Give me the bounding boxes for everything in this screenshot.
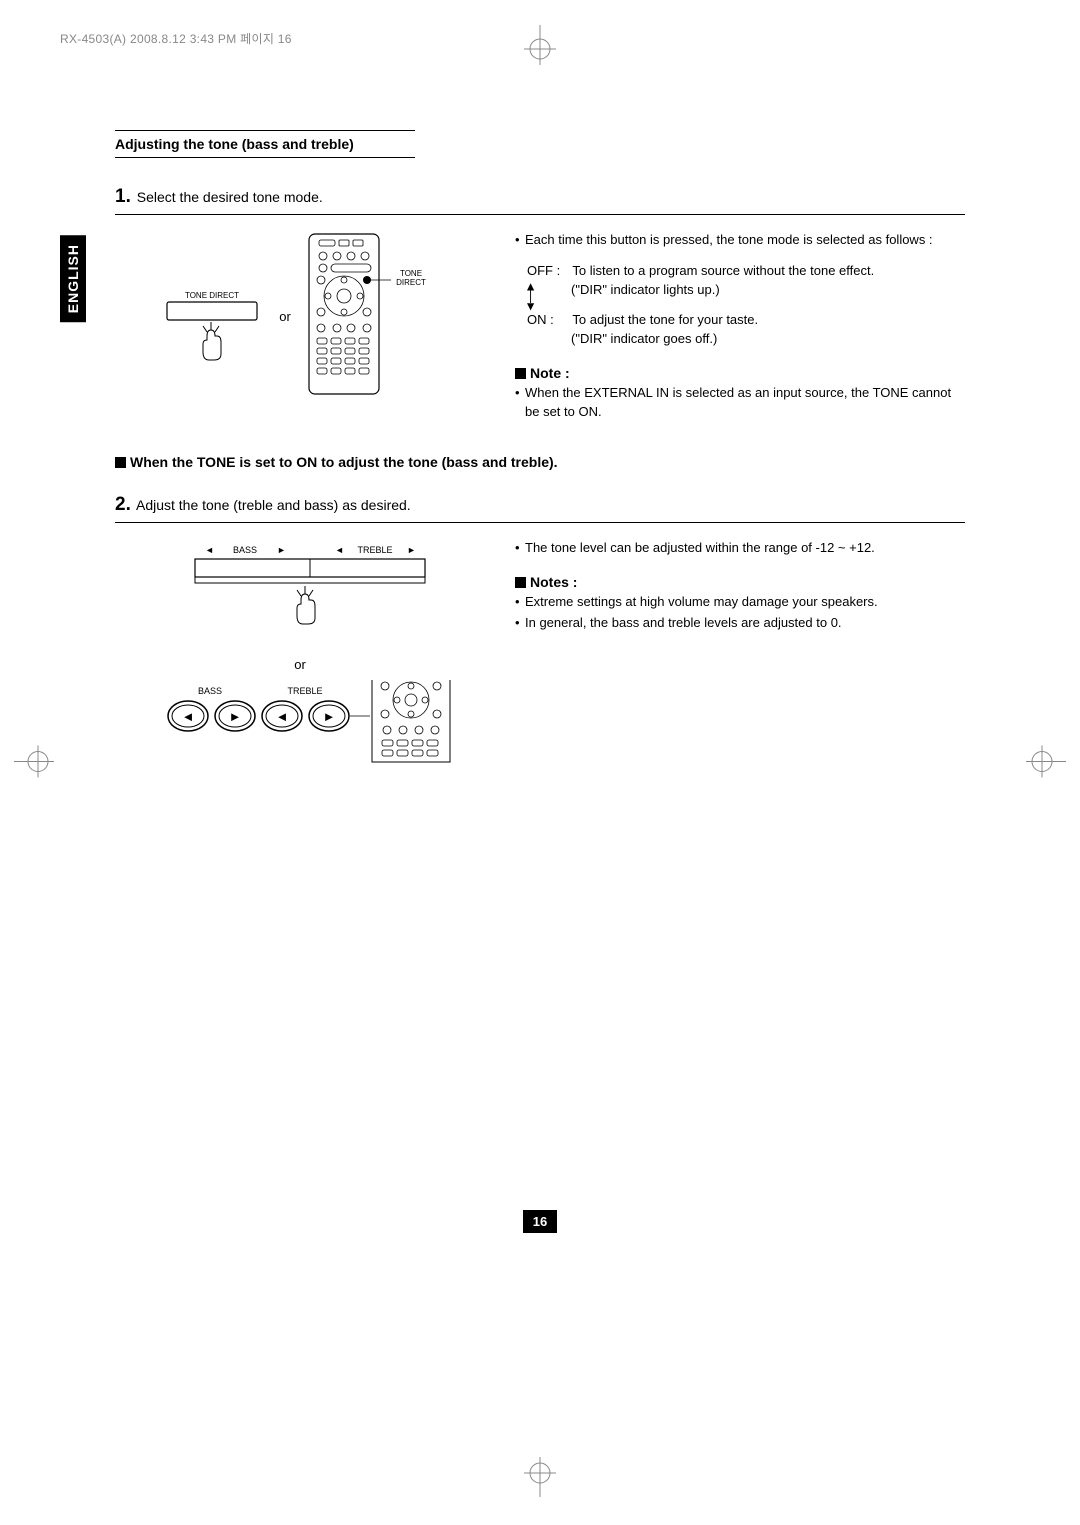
crop-icon	[1026, 731, 1066, 791]
svg-text:BASS: BASS	[233, 545, 257, 555]
on-sub-text: ("DIR" indicator goes off.)	[571, 331, 717, 346]
on-row: ON : To adjust the tone for your taste.	[527, 311, 965, 330]
svg-text:►: ►	[323, 709, 336, 724]
step-2-line: 2. Adjust the tone (treble and bass) as …	[115, 494, 965, 516]
language-tab: ENGLISH	[60, 235, 86, 322]
svg-text:◄: ◄	[335, 545, 344, 555]
crop-mark-left	[14, 731, 54, 794]
bullet-line: • The tone level can be adjusted within …	[515, 539, 965, 558]
cycle-arrow-icon: ▲ │ ▼	[527, 281, 541, 312]
note-bullet: • When the EXTERNAL IN is selected as an…	[515, 384, 965, 422]
svg-text:◄: ◄	[276, 709, 289, 724]
page-footer: 16	[0, 1210, 1080, 1233]
document-header-meta: RX-4503(A) 2008.8.12 3:43 PM 페이지 16	[60, 30, 292, 47]
notes-bullet-1: • Extreme settings at high volume may da…	[515, 593, 965, 612]
off-on-block: OFF : To listen to a program source with…	[527, 262, 965, 349]
crop-icon	[14, 731, 54, 791]
bullet-icon: •	[515, 384, 525, 422]
svg-text:DIRECT: DIRECT	[396, 278, 426, 287]
bullet-icon: •	[515, 539, 525, 558]
svg-text:►: ►	[407, 545, 416, 555]
step-2-columns: ◄ BASS ► ◄ TREBLE ► or	[115, 539, 965, 829]
svg-text:►: ►	[229, 709, 242, 724]
on-sub-row: ("DIR" indicator goes off.)	[527, 330, 965, 349]
step-1-line: 1. Select the desired tone mode.	[115, 186, 965, 208]
crop-mark-right	[1026, 731, 1066, 794]
panel-label: TONE DIRECT	[185, 291, 239, 300]
diagram-tone-direct: TONE DIRECT or	[115, 231, 485, 401]
notes-bullet-2: • In general, the bass and treble levels…	[515, 614, 965, 633]
step-1-text: Select the desired tone mode.	[137, 189, 323, 205]
remote-segment	[372, 680, 450, 762]
bass-down-button: ◄	[168, 701, 208, 731]
crop-icon	[510, 25, 570, 65]
bullet-text: The tone level can be adjusted within th…	[525, 539, 875, 558]
or-label: or	[294, 657, 306, 672]
step-2-description: • The tone level can be adjusted within …	[515, 539, 965, 829]
bullet-icon: •	[515, 593, 525, 612]
step-1-number: 1.	[115, 186, 131, 207]
svg-text:►: ►	[277, 545, 286, 555]
panel-bass-treble-diagram: ◄ BASS ► ◄ TREBLE ►	[155, 539, 445, 649]
panel-button-diagram: TONE DIRECT	[157, 250, 267, 383]
crop-mark-bottom	[510, 1457, 570, 1500]
square-icon	[515, 577, 526, 588]
divider	[115, 214, 965, 215]
step-1: 1. Select the desired tone mode. TONE DI…	[115, 186, 965, 424]
or-label: or	[279, 309, 291, 324]
step-1-diagram: TONE DIRECT or	[115, 231, 485, 424]
section-title-bar: Adjusting the tone (bass and treble)	[115, 130, 415, 158]
notes-label: Notes :	[530, 574, 577, 590]
svg-text:TREBLE: TREBLE	[287, 686, 322, 696]
svg-text:BASS: BASS	[198, 686, 222, 696]
step-1-description: • Each time this button is pressed, the …	[515, 231, 965, 424]
note-heading: Note :	[515, 363, 965, 383]
sub-heading: When the TONE is set to ON to adjust the…	[115, 454, 965, 470]
step-2: 2. Adjust the tone (treble and bass) as …	[115, 494, 965, 829]
sub-heading-text: When the TONE is set to ON to adjust the…	[130, 454, 558, 470]
step-1-columns: TONE DIRECT or	[115, 231, 965, 424]
note-text: When the EXTERNAL IN is selected as an i…	[525, 384, 965, 422]
remote-diagram: TONE DIRECT	[303, 230, 443, 403]
square-icon	[115, 457, 126, 468]
treble-up-button: ►	[309, 701, 349, 731]
treble-down-button: ◄	[262, 701, 302, 731]
bullet-line: • Each time this button is pressed, the …	[515, 231, 965, 250]
svg-text:◄: ◄	[205, 545, 214, 555]
on-text: To adjust the tone for your taste.	[572, 312, 758, 327]
page-number: 16	[523, 1210, 557, 1233]
notes-text-2: In general, the bass and treble levels a…	[525, 614, 842, 633]
svg-text:◄: ◄	[182, 709, 195, 724]
notes-text-1: Extreme settings at high volume may dama…	[525, 593, 878, 612]
bullet-text: Each time this button is pressed, the to…	[525, 231, 933, 250]
crop-mark-top	[510, 25, 570, 68]
note-label: Note :	[530, 365, 570, 381]
svg-text:TREBLE: TREBLE	[357, 545, 392, 555]
on-label: ON :	[527, 311, 569, 330]
off-text: To listen to a program source without th…	[572, 263, 874, 278]
finger-press-icon	[297, 586, 315, 624]
bullet-icon: •	[515, 231, 525, 250]
bass-up-button: ►	[215, 701, 255, 731]
off-sub-row: ▲ │ ▼ ("DIR" indicator lights up.)	[527, 281, 965, 312]
svg-text:TONE: TONE	[400, 269, 422, 278]
step-2-number: 2.	[115, 494, 131, 515]
crop-icon	[510, 1457, 570, 1497]
off-sub-text: ("DIR" indicator lights up.)	[571, 281, 720, 312]
square-icon	[515, 368, 526, 379]
bullet-icon: •	[515, 614, 525, 633]
divider	[115, 522, 965, 523]
off-row: OFF : To listen to a program source with…	[527, 262, 965, 281]
finger-press-icon	[203, 322, 221, 360]
off-label: OFF :	[527, 262, 569, 281]
step-2-text: Adjust the tone (treble and bass) as des…	[136, 497, 411, 513]
remote-bass-treble-diagram: BASS TREBLE ◄ ► ◄ ►	[140, 680, 460, 780]
notes-heading: Notes :	[515, 572, 965, 592]
diagram-bass-treble: ◄ BASS ► ◄ TREBLE ► or	[115, 539, 485, 829]
section-title: Adjusting the tone (bass and treble)	[115, 136, 354, 152]
page-content: Adjusting the tone (bass and treble) 1. …	[115, 130, 965, 829]
step-2-diagram: ◄ BASS ► ◄ TREBLE ► or	[115, 539, 485, 829]
